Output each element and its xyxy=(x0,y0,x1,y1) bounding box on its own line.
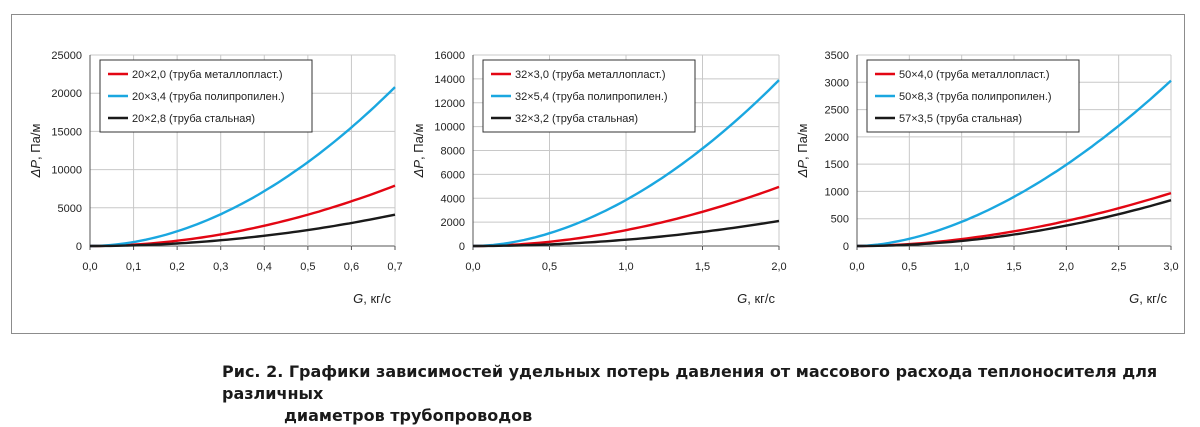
legend-box xyxy=(99,59,313,133)
y-tick-label: 0 xyxy=(843,241,849,253)
y-tick-label: 1500 xyxy=(825,159,849,171)
x-tick-label: 0,2 xyxy=(169,261,184,273)
y-tick-label: 3000 xyxy=(825,77,849,89)
legend-label: 32×5,4 (труба полипропилен.) xyxy=(515,91,668,103)
y-tick-label: 5000 xyxy=(58,203,82,215)
y-tick-label: 3500 xyxy=(825,50,849,62)
y-tick-label: 8000 xyxy=(441,146,465,158)
legend-box xyxy=(482,59,696,133)
y-axis-label: ΔP, Па/м xyxy=(411,124,426,179)
legend-label: 50×4,0 (труба металлопласт.) xyxy=(899,69,1050,81)
legend-label: 57×3,5 (труба стальная) xyxy=(899,113,1022,125)
y-tick-label: 0 xyxy=(76,241,82,253)
x-tick-label: 0,0 xyxy=(849,261,864,273)
legend-box xyxy=(866,59,1080,133)
x-tick-label: 0,5 xyxy=(300,261,315,273)
x-axis-label: G, кг/с xyxy=(353,291,391,306)
x-tick-label: 1,0 xyxy=(618,261,633,273)
x-tick-label: 0,0 xyxy=(82,261,97,273)
x-tick-label: 0,3 xyxy=(213,261,228,273)
legend-label: 50×8,3 (труба полипропилен.) xyxy=(899,91,1052,103)
legend-label: 20×2,8 (труба стальная) xyxy=(132,113,255,125)
y-tick-label: 14000 xyxy=(434,74,465,86)
y-tick-label: 16000 xyxy=(434,50,465,62)
x-tick-label: 1,0 xyxy=(954,261,969,273)
caption-line-2: диаметров трубопроводов xyxy=(284,406,533,425)
series-line-3 xyxy=(90,213,396,248)
y-tick-label: 25000 xyxy=(51,50,82,62)
y-tick-label: 10000 xyxy=(434,122,465,134)
x-tick-label: 0,1 xyxy=(126,261,141,273)
legend-label: 20×3,4 (труба полипропилен.) xyxy=(132,91,285,103)
x-axis-label: G, кг/с xyxy=(737,291,775,306)
x-tick-label: 0,5 xyxy=(902,261,917,273)
y-tick-label: 4000 xyxy=(441,193,465,205)
figure-caption: Рис. 2. Графики зависимостей удельных по… xyxy=(222,361,1182,427)
y-tick-label: 2000 xyxy=(825,132,849,144)
series-line-3 xyxy=(473,219,780,248)
y-tick-label: 2500 xyxy=(825,105,849,117)
y-axis-label: ΔP, Па/м xyxy=(795,124,810,179)
chart-32mm: 0 2000 4000 6000 8000 10000 12000 14000 16000 0,0… xyxy=(411,50,787,306)
y-tick-label: 10000 xyxy=(51,165,82,177)
series-line-2 xyxy=(89,86,396,248)
chart-50mm: 0 500 1000 1500 2000 2500 3000 3500 0,0 0,5 1,0 1,5… xyxy=(795,50,1179,306)
x-tick-label: 0,7 xyxy=(387,261,402,273)
chart-20mm: 0 5000 10000 15000 20000 25000 0,0 0,1 0,2 0,3 0,4… xyxy=(28,50,403,306)
y-tick-label: 1000 xyxy=(825,186,849,198)
y-tick-label: 6000 xyxy=(441,169,465,181)
x-tick-label: 0,0 xyxy=(465,261,480,273)
legend-label: 32×3,0 (труба металлопласт.) xyxy=(515,69,666,81)
series-line-2 xyxy=(472,79,780,248)
y-tick-label: 15000 xyxy=(51,126,82,138)
legend-label: 32×3,2 (труба стальная) xyxy=(515,113,638,125)
y-tick-label: 0 xyxy=(459,241,465,253)
y-tick-label: 2000 xyxy=(441,217,465,229)
y-axis-label: ΔP, Па/м xyxy=(28,124,43,179)
x-axis-label: G, кг/с xyxy=(1129,291,1167,306)
caption-line-1: Рис. 2. Графики зависимостей удельных по… xyxy=(222,362,1158,403)
series-line-1 xyxy=(473,185,780,248)
series-line-3 xyxy=(857,199,1172,248)
x-tick-label: 0,5 xyxy=(542,261,557,273)
y-tick-label: 12000 xyxy=(434,98,465,110)
y-tick-label: 20000 xyxy=(51,88,82,100)
x-tick-label: 2,0 xyxy=(771,261,786,273)
x-tick-label: 0,4 xyxy=(257,261,272,273)
x-tick-label: 3,0 xyxy=(1163,261,1178,273)
series-line-2 xyxy=(856,79,1172,248)
x-tick-label: 1,5 xyxy=(1006,261,1021,273)
x-tick-label: 1,5 xyxy=(695,261,710,273)
x-tick-label: 2,0 xyxy=(1059,261,1074,273)
x-tick-label: 2,5 xyxy=(1111,261,1126,273)
x-tick-label: 0,6 xyxy=(344,261,359,273)
y-tick-label: 500 xyxy=(831,214,849,226)
legend-label: 20×2,0 (труба металлопласт.) xyxy=(132,69,283,81)
